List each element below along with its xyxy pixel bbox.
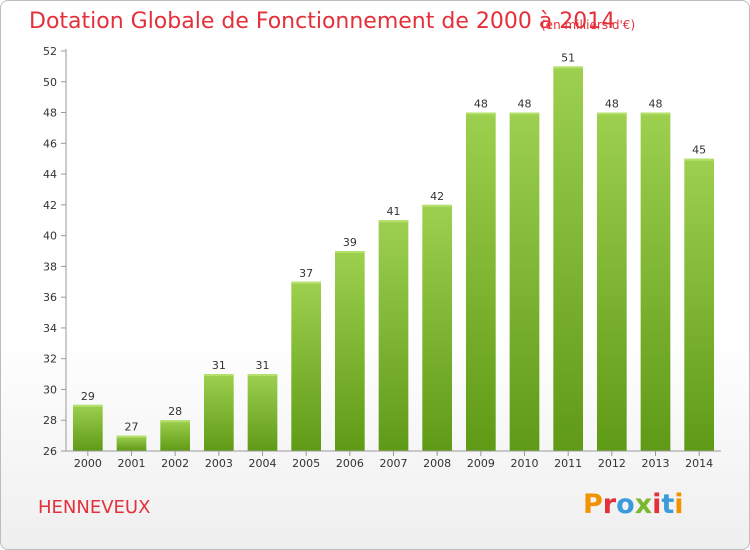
bar-2010 bbox=[509, 112, 540, 452]
bar-2001 bbox=[116, 435, 147, 451]
x-tick-label: 2001 bbox=[118, 457, 146, 470]
bar-value-label: 39 bbox=[343, 236, 357, 249]
bar-highlight bbox=[203, 374, 234, 377]
x-tick-label: 2002 bbox=[161, 457, 189, 470]
bar-highlight bbox=[596, 112, 627, 115]
x-tick-label: 2010 bbox=[511, 457, 539, 470]
y-tick-label: 32 bbox=[43, 353, 57, 366]
bar-highlight bbox=[422, 204, 453, 207]
x-tick-label: 2009 bbox=[467, 457, 495, 470]
bar-2007 bbox=[378, 220, 409, 451]
bar-2004 bbox=[247, 374, 278, 451]
chart-subtitle: (en milliers d'€) bbox=[541, 18, 636, 32]
bar-value-label: 31 bbox=[212, 359, 226, 372]
y-tick-label: 52 bbox=[43, 45, 57, 58]
y-tick-label: 30 bbox=[43, 383, 57, 396]
bar-value-label: 42 bbox=[430, 190, 444, 203]
x-tick-label: 2008 bbox=[423, 457, 451, 470]
bars: 29 27 28 31 31 37 39 41 42 48 48 51 48 48 45 bbox=[72, 51, 715, 452]
bar-2011 bbox=[553, 66, 584, 451]
y-tick-label: 36 bbox=[43, 291, 57, 304]
y-tick-label: 46 bbox=[43, 137, 57, 150]
bar-value-label: 48 bbox=[474, 98, 488, 111]
x-tick-label: 2014 bbox=[685, 457, 713, 470]
x-tick-label: 2000 bbox=[74, 457, 102, 470]
y-tick-label: 44 bbox=[43, 168, 57, 181]
x-tick-label: 2013 bbox=[642, 457, 670, 470]
bar-value-label: 37 bbox=[299, 267, 313, 280]
bar-value-label: 29 bbox=[81, 390, 95, 403]
x-tick-label: 2006 bbox=[336, 457, 364, 470]
bar-value-label: 28 bbox=[168, 405, 182, 418]
y-axis: 26 28 30 32 34 36 38 40 42 44 46 48 50 52 bbox=[43, 45, 67, 458]
bar-2002 bbox=[160, 420, 191, 451]
logo-letter: i bbox=[674, 489, 684, 520]
bar-value-label: 48 bbox=[518, 98, 532, 111]
bar-value-label: 51 bbox=[561, 51, 575, 64]
bar-highlight bbox=[553, 66, 584, 69]
bar-2012 bbox=[596, 112, 627, 452]
x-tick-label: 2004 bbox=[249, 457, 277, 470]
logo-letter: o bbox=[616, 489, 635, 520]
bar-highlight bbox=[247, 374, 278, 377]
x-tick-label: 2007 bbox=[380, 457, 408, 470]
bar-highlight bbox=[378, 220, 409, 223]
y-tick-label: 48 bbox=[43, 107, 57, 120]
x-tick-label: 2003 bbox=[205, 457, 233, 470]
y-tick-label: 38 bbox=[43, 260, 57, 273]
bar-2014 bbox=[684, 158, 715, 451]
bar-2005 bbox=[291, 281, 322, 451]
y-tick-label: 26 bbox=[43, 445, 57, 458]
bar-value-label: 48 bbox=[649, 98, 663, 111]
bar-highlight bbox=[465, 112, 496, 115]
bar-highlight bbox=[334, 251, 365, 253]
y-tick-label: 34 bbox=[43, 322, 57, 335]
logo-letter: P bbox=[583, 489, 603, 520]
logo-letter: r bbox=[602, 489, 617, 520]
bar-2000 bbox=[72, 404, 103, 451]
bar-highlight bbox=[291, 281, 322, 284]
chart-title: Dotation Globale de Fonctionnement de 20… bbox=[29, 9, 616, 34]
bar-value-label: 27 bbox=[125, 421, 139, 434]
y-tick-label: 50 bbox=[43, 76, 57, 89]
bar-2008 bbox=[422, 204, 453, 451]
commune-name: HENNEVEUX bbox=[38, 497, 151, 518]
logo-letter: x bbox=[634, 489, 653, 520]
y-tick-label: 42 bbox=[43, 199, 57, 212]
bar-2006 bbox=[334, 251, 365, 451]
bar-highlight bbox=[160, 420, 191, 423]
bar-highlight bbox=[509, 112, 540, 115]
x-tick-label: 2012 bbox=[598, 457, 626, 470]
proxiti-logo[interactable]: Proxiti bbox=[583, 489, 684, 520]
y-tick-label: 28 bbox=[43, 414, 57, 427]
x-tick-label: 2011 bbox=[554, 457, 582, 470]
bar-value-label: 31 bbox=[256, 359, 270, 372]
bar-highlight bbox=[640, 112, 671, 115]
x-tick-label: 2005 bbox=[292, 457, 320, 470]
bar-highlight bbox=[116, 435, 147, 438]
bar-value-label: 45 bbox=[692, 144, 706, 157]
y-tick-label: 40 bbox=[43, 230, 57, 243]
logo-letter: t bbox=[661, 489, 675, 520]
bar-2003 bbox=[203, 374, 234, 451]
bar-value-label: 41 bbox=[387, 205, 401, 218]
logo-letter: i bbox=[652, 489, 662, 520]
x-axis: 2000 2001 2002 2003 2004 2005 2006 2007 2008 2009… bbox=[66, 450, 721, 470]
bar-highlight bbox=[72, 404, 103, 407]
bar-2013 bbox=[640, 112, 671, 452]
bar-2009 bbox=[465, 112, 496, 452]
bar-value-label: 48 bbox=[605, 98, 619, 111]
bar-highlight bbox=[684, 158, 715, 161]
